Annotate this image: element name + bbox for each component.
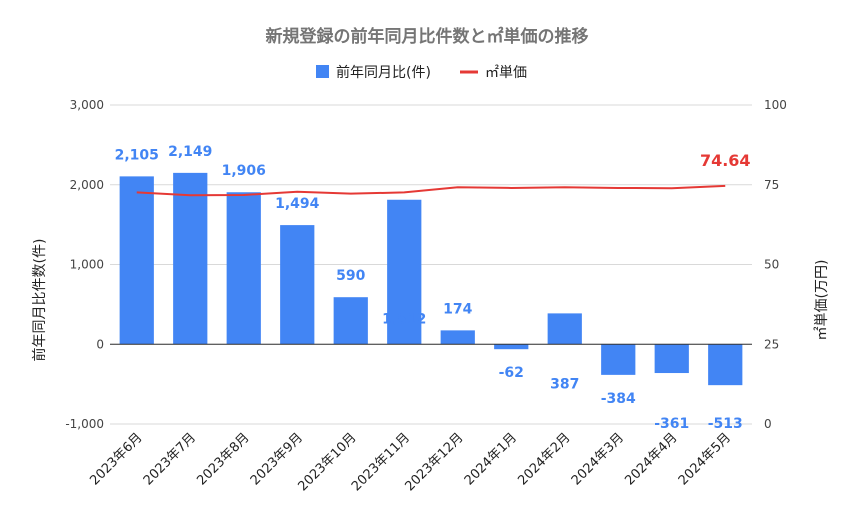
bar-data-label: 387 <box>550 376 579 392</box>
y-tick-left: -1,000 <box>65 417 104 431</box>
bar <box>440 330 475 345</box>
bar <box>119 176 154 345</box>
x-tick-label: 2023年6月 <box>87 430 145 488</box>
y-tick-left: 1,000 <box>70 258 104 272</box>
y-tick-right: 100 <box>764 98 787 112</box>
bar-data-label: 174 <box>443 301 472 317</box>
line-path <box>136 184 726 197</box>
bar <box>333 297 368 345</box>
bar-data-label: 590 <box>336 268 365 284</box>
legend-bar-label: 前年同月比(件) <box>336 64 431 81</box>
x-tick-label: 2024年4月 <box>622 430 680 488</box>
y-axis-right-title: ㎡単価(万円) <box>814 260 830 341</box>
bar <box>708 344 743 386</box>
line-series: 74.64 <box>136 151 751 197</box>
legend-line-label: ㎡単価 <box>485 65 527 81</box>
bar-data-label: -513 <box>708 416 743 432</box>
bar-data-label: -361 <box>654 416 689 432</box>
bar-data-label: 1,906 <box>222 163 266 179</box>
x-axis: 2023年6月2023年7月2023年8月2023年9月2023年10月2023… <box>87 430 734 494</box>
x-tick-label: 2023年8月 <box>194 430 252 488</box>
legend-bar-swatch <box>316 65 329 78</box>
x-tick-label: 2023年9月 <box>248 430 306 488</box>
y-axis-right: 0 25 50 75 100 <box>764 98 787 431</box>
y-axis-left: -1,000 0 1,000 2,000 3,000 <box>65 98 104 431</box>
x-tick-label: 2023年7月 <box>141 430 199 488</box>
bar-data-labels: 2,105 2,149 1,906 1,494 590 1,812 174 -62 387 -38… <box>115 144 743 432</box>
bar <box>494 344 529 350</box>
bar-data-label: 2,149 <box>168 144 212 160</box>
x-tick-label: 2024年3月 <box>569 430 627 488</box>
y-tick-left: 0 <box>96 337 104 351</box>
bar <box>280 225 315 345</box>
y-tick-left: 2,000 <box>70 178 104 192</box>
y-tick-right: 25 <box>764 337 779 351</box>
y-tick-right: 75 <box>764 178 779 192</box>
x-tick-label: 2024年2月 <box>515 430 573 488</box>
bar <box>226 192 261 345</box>
x-tick-label: 2023年12月 <box>402 430 466 494</box>
line-data-label: 74.64 <box>700 151 751 170</box>
chart-title: 新規登録の前年同月比件数と㎡単価の推移 <box>266 26 589 47</box>
bar-series <box>119 172 743 386</box>
bar <box>387 199 422 345</box>
bar-data-label: 1,494 <box>275 196 320 212</box>
bar-data-label: 1,812 <box>382 312 426 328</box>
bar-data-label: -384 <box>601 391 636 407</box>
x-tick-label: 2024年1月 <box>462 430 520 488</box>
bar <box>547 313 582 345</box>
y-axis-left-title: 前年同月比件数(件) <box>31 239 48 362</box>
y-tick-right: 0 <box>764 417 772 431</box>
bar-data-label: -62 <box>499 365 524 381</box>
y-tick-left: 3,000 <box>70 98 104 112</box>
bar <box>601 344 636 375</box>
bar-data-label: 2,105 <box>115 147 159 163</box>
legend: 前年同月比(件) ㎡単価 <box>316 64 527 81</box>
bar <box>654 344 689 374</box>
x-tick-label: 2024年5月 <box>676 430 734 488</box>
bar <box>173 172 208 345</box>
y-tick-right: 50 <box>764 258 779 272</box>
